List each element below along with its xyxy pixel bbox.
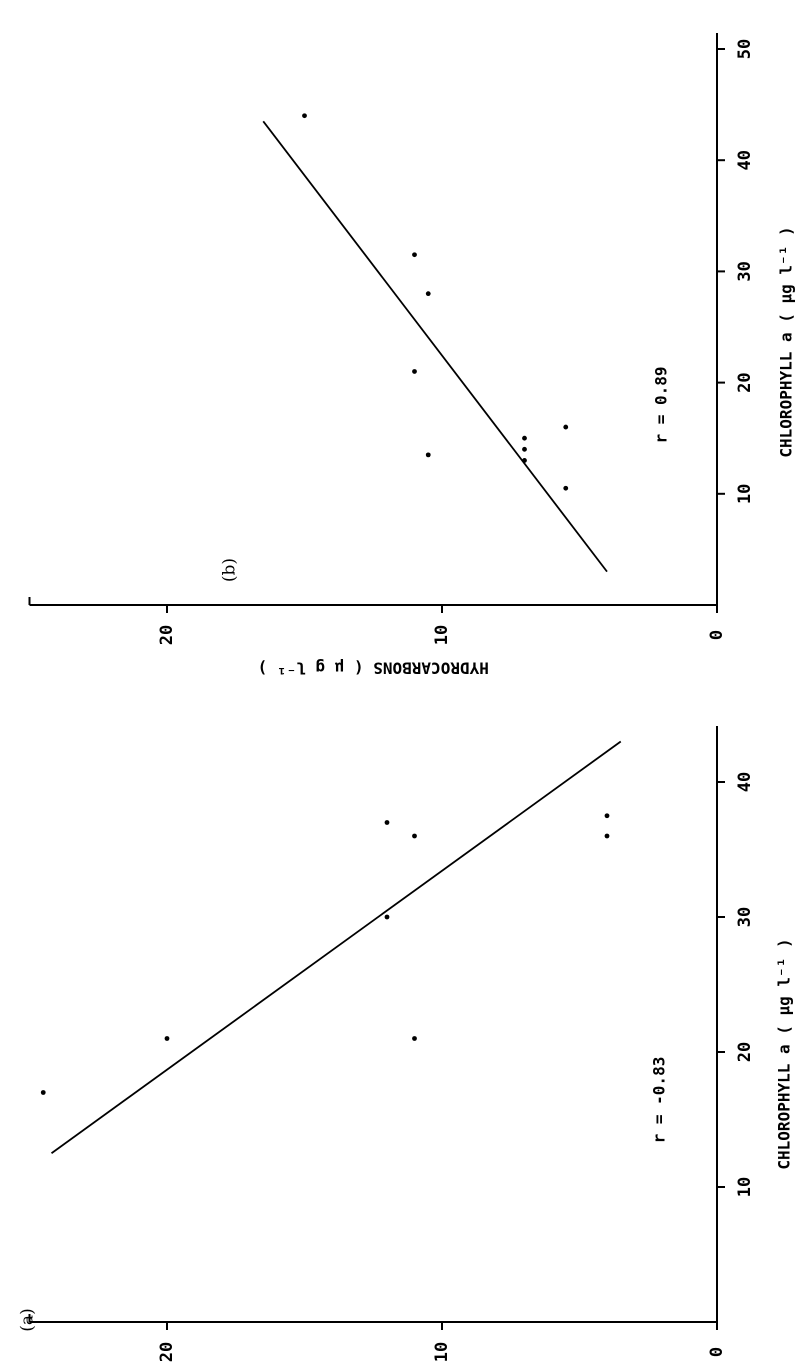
x-tick-label: 40: [735, 150, 755, 170]
x-axis-title: CHLOROPHYLL a ( µg l⁻¹ ): [777, 226, 796, 457]
data-point: [412, 833, 417, 839]
y-tick-label: 0: [707, 630, 727, 640]
data-point: [425, 291, 431, 297]
data-point: [425, 452, 431, 458]
data-point: [412, 1036, 417, 1041]
y-tick-label: 0: [707, 1347, 727, 1357]
x-tick-label: 50: [735, 39, 755, 59]
panel-label: (b): [220, 558, 240, 582]
x-tick-label: 30: [735, 907, 755, 927]
x-tick-label: 20: [735, 372, 755, 392]
data-point: [384, 914, 390, 920]
data-point: [164, 1036, 170, 1041]
x-tick-label: 40: [735, 772, 755, 792]
regression-line: [50, 740, 622, 1154]
correlation-annotation: r = -0.83: [650, 1057, 669, 1144]
data-point: [563, 424, 569, 430]
data-point: [384, 820, 390, 825]
data-point: [563, 485, 569, 491]
x-tick-label: 10: [735, 484, 755, 504]
data-point: [522, 458, 527, 463]
y-tick-label: 20: [157, 625, 177, 645]
x-tick-label: 30: [735, 261, 755, 281]
data-point: [40, 1090, 46, 1095]
data-point: [522, 435, 527, 441]
y-tick-label: 20: [157, 1342, 177, 1362]
y-tick-label: 10: [432, 625, 452, 645]
x-tick-label: 10: [735, 1177, 755, 1197]
y-axis-title: HYDROCARBONS ( µ g l⁻¹ ): [258, 659, 489, 678]
data-point: [302, 113, 307, 119]
correlation-annotation: r = 0.89: [652, 366, 671, 443]
data-point: [412, 252, 417, 258]
data-point: [604, 813, 610, 819]
panel-b: 10 20 30 40 50 0 10 20 CHLOROPHYLL a ( µg l⁻¹ ) H…: [28, 33, 796, 678]
data-point: [522, 446, 527, 452]
panel-label: (a): [18, 1308, 38, 1331]
y-tick-label: 10: [432, 1342, 452, 1362]
data-point: [412, 369, 417, 374]
x-axis-title: CHLOROPHYLL a ( µg l⁻¹ ): [775, 938, 794, 1169]
data-point: [604, 833, 610, 839]
regression-line: [262, 120, 608, 573]
x-tick-label: 20: [735, 1042, 755, 1062]
